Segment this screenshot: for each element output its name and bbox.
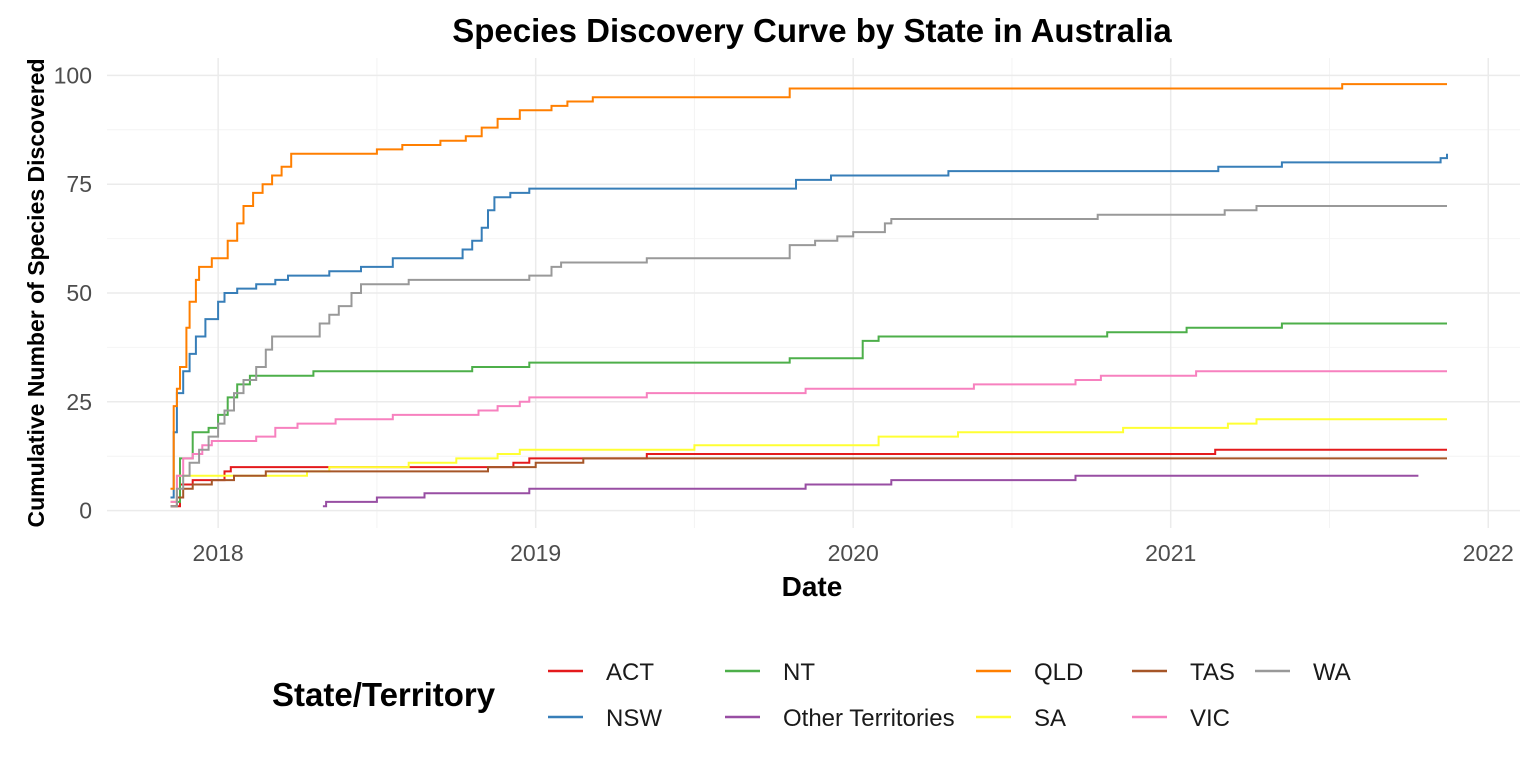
major-gridlines — [107, 58, 1520, 528]
x-axis-title: Date — [782, 571, 843, 602]
x-tick-label: 2020 — [828, 540, 879, 566]
x-tick-label: 2021 — [1145, 540, 1196, 566]
x-tick-label: 2022 — [1463, 540, 1514, 566]
y-tick-label: 75 — [66, 171, 92, 197]
series-line-vic — [170, 370, 1447, 503]
series-line-nt — [170, 322, 1447, 503]
chart-title: Species Discovery Curve by State in Aust… — [452, 12, 1172, 49]
y-axis-tick-labels: 0 25 50 75 100 — [54, 62, 92, 523]
legend-label-qld: QLD — [1034, 659, 1083, 686]
series-lines — [170, 83, 1448, 508]
x-tick-label: 2018 — [193, 540, 244, 566]
legend-label-other-territories: Other Territories — [783, 705, 955, 732]
y-tick-label: 100 — [54, 62, 92, 88]
series-line-tas — [170, 457, 1447, 508]
x-tick-label: 2019 — [510, 540, 561, 566]
series-line-wa — [170, 205, 1447, 508]
legend-label-wa: WA — [1313, 659, 1351, 686]
legend-item-other-territories: Other Territories — [725, 705, 955, 732]
legend-item-vic: VIC — [1132, 705, 1230, 732]
legend-item-qld: QLD — [976, 659, 1083, 686]
series-line-qld — [170, 83, 1447, 490]
legend-label-sa: SA — [1034, 705, 1066, 732]
legend-item-act: ACT — [548, 659, 654, 686]
x-axis-tick-labels: 2018 2019 2020 2021 2022 — [193, 540, 1514, 566]
legend: State/Territory ACT NSW NT Other Territorie… — [272, 659, 1351, 732]
legend-label-vic: VIC — [1190, 705, 1230, 732]
series-line-sa — [170, 418, 1447, 503]
legend-label-tas: TAS — [1190, 659, 1235, 686]
legend-label-nt: NT — [783, 659, 815, 686]
legend-title: State/Territory — [272, 676, 496, 713]
series-line-other-territories — [322, 474, 1419, 508]
legend-item-sa: SA — [976, 705, 1066, 732]
legend-item-nt: NT — [725, 659, 815, 686]
y-tick-label: 50 — [66, 280, 92, 306]
legend-item-wa: WA — [1255, 659, 1351, 686]
legend-label-act: ACT — [606, 659, 654, 686]
legend-item-nsw: NSW — [548, 705, 662, 732]
y-tick-label: 0 — [79, 498, 92, 524]
y-axis-title: Cumulative Number of Species Discovered — [23, 58, 49, 527]
series-line-nsw — [170, 153, 1448, 499]
legend-label-nsw: NSW — [606, 705, 662, 732]
legend-item-tas: TAS — [1132, 659, 1235, 686]
minor-gridlines — [107, 58, 1520, 528]
y-tick-label: 25 — [66, 389, 92, 415]
